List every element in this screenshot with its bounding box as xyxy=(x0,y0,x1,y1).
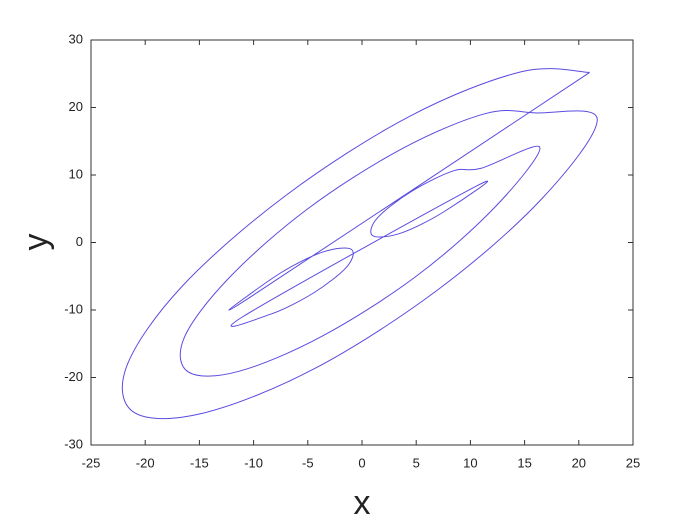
x-tick-label: -5 xyxy=(302,455,314,470)
y-axis-label: y xyxy=(17,234,55,251)
x-tick-label: 25 xyxy=(626,455,640,470)
y-tick-label: 30 xyxy=(69,31,83,46)
x-tick-label: -25 xyxy=(82,455,101,470)
y-tick-label: 0 xyxy=(76,234,83,249)
x-tick-label: 10 xyxy=(463,455,477,470)
x-axis-label: x xyxy=(354,484,371,522)
x-tick-label: -10 xyxy=(244,455,263,470)
x-tick-label: -20 xyxy=(136,455,155,470)
x-tick-label: -15 xyxy=(190,455,209,470)
trajectory-line xyxy=(121,68,598,420)
y-tick-label: -20 xyxy=(64,369,83,384)
x-tick-label: 5 xyxy=(413,455,420,470)
y-tick-label: -10 xyxy=(64,301,83,316)
x-tick-label: 0 xyxy=(358,455,365,470)
plot-frame xyxy=(90,39,634,446)
y-tick-label: 20 xyxy=(69,99,83,114)
y-tick-label: 10 xyxy=(69,166,83,181)
x-tick-label: 15 xyxy=(517,455,531,470)
x-tick-label: 20 xyxy=(572,455,586,470)
y-tick-label: -30 xyxy=(64,436,83,451)
